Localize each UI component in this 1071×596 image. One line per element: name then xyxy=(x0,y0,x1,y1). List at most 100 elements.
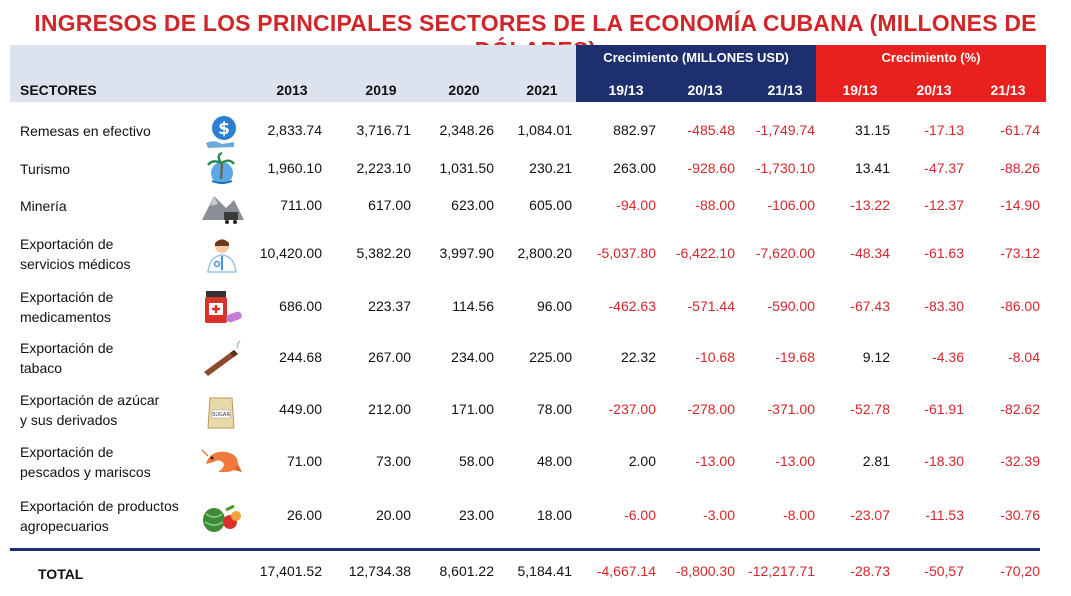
year-value-cell: 223.37 xyxy=(368,298,411,314)
year-value-cell: 605.00 xyxy=(529,197,572,213)
growth-pct-cell: -82.62 xyxy=(1000,401,1040,417)
sector-label-line: Turismo xyxy=(20,161,71,177)
total-usd-cell: -12,217.71 xyxy=(748,563,815,579)
shrimp-icon xyxy=(200,442,244,482)
header-band-light xyxy=(10,45,576,102)
year-value-cell: 1,031.50 xyxy=(439,160,495,176)
sector-label-line: Exportación de xyxy=(20,444,114,460)
growth-usd-cell: -1,730.10 xyxy=(755,160,815,176)
sector-label-line: servicios médicos xyxy=(20,256,131,272)
growth-usd-cell: -13.00 xyxy=(695,453,735,469)
sector-label: Turismo xyxy=(20,159,70,179)
sector-label: Exportación de azúcar y sus derivados xyxy=(20,390,159,430)
header-band-usd xyxy=(576,45,816,102)
growth-pct-cell: -32.39 xyxy=(1000,453,1040,469)
total-year-cell: 5,184.41 xyxy=(517,563,573,579)
medicine-icon xyxy=(200,287,244,327)
growth-pct-cell: -11.53 xyxy=(925,507,964,523)
doctor-icon xyxy=(200,234,244,274)
sugar-icon: SUGAR xyxy=(200,390,244,430)
growth-pct-cell: -83.30 xyxy=(924,298,964,314)
sector-label-line: Remesas en efectivo xyxy=(20,123,151,139)
sector-label: Exportación de servicios médicos xyxy=(20,234,130,274)
sector-label: Minería xyxy=(20,196,67,216)
growth-pct-cell: -52.78 xyxy=(850,401,890,417)
growth-pct-cell: -12.37 xyxy=(924,197,964,213)
money-hand-icon: $ xyxy=(200,111,244,151)
column-header-pct-21-13: 21/13 xyxy=(990,82,1026,98)
sector-label-line: Exportación de xyxy=(20,236,114,252)
group-label-usd: Crecimiento (MILLONES USD) xyxy=(603,50,789,65)
total-pct-cell: -70,20 xyxy=(1000,563,1040,579)
growth-usd-cell: -94.00 xyxy=(616,197,656,213)
year-value-cell: 212.00 xyxy=(368,401,411,417)
growth-pct-cell: -8.04 xyxy=(1008,349,1040,365)
growth-pct-cell: -23.07 xyxy=(850,507,890,523)
year-value-cell: 2,223.10 xyxy=(356,160,412,176)
growth-pct-cell: -61.74 xyxy=(1000,122,1040,138)
total-divider xyxy=(10,548,1040,551)
total-usd-cell: -8,800.30 xyxy=(675,563,735,579)
sector-label-line: medicamentos xyxy=(20,309,112,325)
year-value-cell: 267.00 xyxy=(368,349,411,365)
growth-usd-cell: -1,749.74 xyxy=(755,122,815,138)
growth-pct-cell: -48.34 xyxy=(850,245,890,261)
group-label-pct: Crecimiento (%) xyxy=(881,50,981,65)
growth-pct-cell: 9.12 xyxy=(862,349,890,365)
sector-label-line: Exportación de azúcar xyxy=(20,392,160,408)
produce-icon xyxy=(200,496,244,536)
growth-usd-cell: -88.00 xyxy=(695,197,735,213)
growth-usd-cell: -371.00 xyxy=(767,401,815,417)
growth-pct-cell: -61.91 xyxy=(924,401,964,417)
year-value-cell: 449.00 xyxy=(279,401,322,417)
year-value-cell: 114.56 xyxy=(452,298,494,314)
growth-usd-cell: -928.60 xyxy=(687,160,735,176)
growth-usd-cell: -590.00 xyxy=(767,298,815,314)
growth-usd-cell: -13.00 xyxy=(775,453,815,469)
growth-usd-cell: -237.00 xyxy=(608,401,656,417)
year-value-cell: 71.00 xyxy=(286,453,322,469)
year-value-cell: 78.00 xyxy=(536,401,572,417)
growth-pct-cell: -30.76 xyxy=(1000,507,1040,523)
growth-usd-cell: -278.00 xyxy=(687,401,735,417)
year-value-cell: 1,960.10 xyxy=(267,160,323,176)
total-year-cell: 17,401.52 xyxy=(259,563,322,579)
growth-usd-cell: 22.32 xyxy=(620,349,656,365)
growth-usd-cell: -7,620.00 xyxy=(755,245,815,261)
sector-label-line: y sus derivados xyxy=(20,412,118,428)
sector-label-line: Exportación de productos xyxy=(20,498,179,514)
year-value-cell: 711.00 xyxy=(280,197,322,213)
growth-pct-cell: -73.12 xyxy=(1000,245,1040,261)
sector-label: Exportación de pescados y mariscos xyxy=(20,442,151,482)
sector-label-line: Exportación de xyxy=(20,289,114,305)
growth-usd-cell: -6,422.10 xyxy=(675,245,735,261)
year-value-cell: 3,997.90 xyxy=(439,245,495,261)
growth-pct-cell: -67.43 xyxy=(850,298,890,314)
growth-pct-cell: -47.37 xyxy=(924,160,964,176)
total-pct-cell: -28.73 xyxy=(850,563,890,579)
column-header-sectors: SECTORES xyxy=(20,82,97,98)
growth-pct-cell: -14.90 xyxy=(1000,197,1040,213)
year-value-cell: 18.00 xyxy=(536,507,572,523)
year-value-cell: 23.00 xyxy=(458,507,494,523)
growth-pct-cell: 13.41 xyxy=(854,160,890,176)
sector-label: Remesas en efectivo xyxy=(20,121,151,141)
growth-usd-cell: -485.48 xyxy=(687,122,735,138)
column-header-usd-21-13: 21/13 xyxy=(767,82,803,98)
cigar-icon xyxy=(200,338,244,378)
growth-usd-cell: -106.00 xyxy=(767,197,815,213)
year-value-cell: 234.00 xyxy=(451,349,494,365)
year-value-cell: 2,800.20 xyxy=(517,245,573,261)
year-value-cell: 3,716.71 xyxy=(356,122,412,138)
growth-usd-cell: 2.00 xyxy=(628,453,656,469)
growth-usd-cell: 882.97 xyxy=(613,122,656,138)
year-value-cell: 617.00 xyxy=(368,197,411,213)
sector-label-line: tabaco xyxy=(20,360,63,376)
year-value-cell: 58.00 xyxy=(458,453,494,469)
growth-pct-cell: -61.63 xyxy=(924,245,964,261)
year-value-cell: 2,833.74 xyxy=(267,122,323,138)
total-year-cell: 12,734.38 xyxy=(348,563,411,579)
growth-usd-cell: -5,037.80 xyxy=(596,245,656,261)
growth-pct-cell: -17.13 xyxy=(924,122,964,138)
year-value-cell: 1,084.01 xyxy=(517,122,573,138)
